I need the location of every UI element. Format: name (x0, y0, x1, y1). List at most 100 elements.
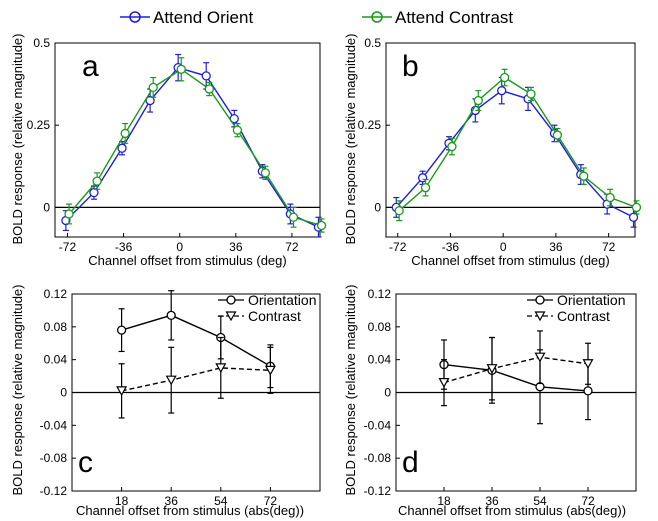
panel-a-ylabel: BOLD response (relative magnitude) (10, 34, 25, 245)
panel-a-xticks: -72 -36 0 36 72 (59, 233, 299, 254)
panel-a-xtick-label: 0 (176, 240, 183, 254)
panel-a-attend-contrast-point (64, 209, 74, 219)
panel-a-xtick-label: 36 (229, 240, 243, 254)
panel-a-plot (55, 53, 327, 238)
panel-c-ylabel: BOLD response (relative magnitude) (10, 285, 25, 496)
panel-c-ytick-label: 0.08 (44, 320, 68, 334)
panel-c-ytick-label: 0.12 (44, 287, 68, 301)
panel-c-ytick-label: 0 (60, 386, 67, 400)
panel-d-contrast-point (438, 378, 450, 388)
panel-c-legend-orientation-label: Orientation (248, 292, 316, 308)
panel-d-xtick-label: 72 (581, 494, 595, 508)
panel-d-ytick-label: -0.12 (364, 484, 392, 498)
panel-d-yticks: -0.12 -0.08 -0.04 0 0.04 0.08 0.12 (364, 287, 400, 498)
panel-b-attend-contrast-point (579, 171, 589, 181)
panel-a-attend-contrast-point (120, 128, 130, 139)
panel-a-attend-contrast-point (204, 84, 214, 94)
panel-d-xlabel: Channel offset from stimulus (abs(deg)) (398, 503, 626, 518)
panel-d-legend-orientation-label: Orientation (557, 292, 625, 308)
legend-item-attend-orient: Attend Orient (120, 8, 253, 27)
panel-c-legend-orientation-marker (226, 295, 236, 305)
panel-b-attend-contrast-point (631, 202, 642, 213)
panel-a-axes-frame (54, 42, 321, 238)
panel-c-ytick-label: -0.08 (40, 451, 68, 465)
panel-c-xtick-label: 36 (165, 494, 179, 508)
panel-a: BOLD response (relative magnitude) 0 0.25… (10, 34, 327, 268)
panel-d-ytick-label: 0.04 (368, 353, 392, 367)
panel-b-attend-contrast-point (605, 192, 615, 203)
panel-d-ytick-label: -0.08 (364, 451, 392, 465)
panel-d-orientation-point (583, 386, 593, 396)
panel-c-contrast-point (215, 363, 227, 374)
panel-d-xtick-label: 18 (437, 494, 451, 508)
panel-d-contrast-point (486, 364, 498, 374)
panel-a-attend-orient-line (65, 66, 319, 228)
panel-a-ytick-label: 0.25 (27, 118, 51, 132)
panel-c-contrast-point (116, 386, 128, 397)
panel-d-legend-contrast-label: Contrast (557, 308, 610, 324)
panel-c-ytick-label: -0.04 (40, 418, 68, 432)
panel-b-attend-contrast-point (420, 183, 431, 193)
panel-a-attend-orient-point (145, 95, 155, 106)
panel-d: BOLD response (relative magnitude) -0.12… (343, 285, 637, 518)
panel-d-plot (396, 330, 636, 425)
legend-item-attend-contrast: Attend Contrast (362, 8, 513, 27)
panel-c-legend-contrast-marker (225, 311, 237, 322)
panel-b-attend-orient-point (628, 212, 639, 222)
panel-c-xtick-label: 54 (214, 494, 228, 508)
panel-b-attend-contrast-point (526, 89, 536, 99)
top-legend: Attend Orient Attend Contrast (120, 8, 513, 27)
panel-c-ytick-label: 0.04 (44, 353, 68, 367)
panel-a-attend-contrast-point (148, 82, 158, 93)
panel-a-ytick-label: 0 (43, 200, 50, 214)
legend-marker-attend-orient (129, 11, 141, 23)
panel-a-attend-orient-point (201, 71, 211, 81)
panel-d-contrast-point (534, 352, 546, 363)
panel-a-attend-contrast-point (176, 64, 186, 74)
panel-a-attend-orient-point (89, 187, 99, 198)
panel-b-attend-contrast-point (394, 206, 404, 216)
panel-d-xtick-label: 36 (485, 494, 499, 508)
panel-a-attend-contrast-point (232, 125, 243, 135)
panel-b-xticks: -72 -36 0 36 72 (389, 233, 616, 254)
panel-d-orientation-line (443, 363, 589, 392)
panel-a-yticks: 0 0.25 0.5 (27, 36, 59, 214)
panel-d-letter: d (402, 446, 419, 479)
panel-b-xlabel: Channel offset from stimulus (deg) (411, 253, 609, 268)
panel-d-ytick-label: -0.04 (364, 418, 392, 432)
panel-d-xtick-label: 54 (533, 494, 547, 508)
panel-b-attend-contrast-point (552, 130, 563, 140)
panel-a-xtick-label: -36 (115, 240, 133, 254)
panel-a-attend-contrast-point (288, 212, 299, 222)
panel-a-attend-contrast-line (68, 68, 322, 227)
panel-c-orientation-point (116, 325, 127, 335)
panel-b-yticks: 0 0.25 0.5 (358, 36, 390, 214)
panel-c: BOLD response (relative magnitude) -0.12… (10, 285, 321, 518)
panel-c-yticks: -0.12 -0.08 -0.04 0 0.04 0.08 0.12 (40, 287, 76, 498)
panel-b-attend-contrast-point (447, 141, 457, 152)
panel-b-attend-contrast-line (398, 76, 637, 212)
legend-marker-attend-contrast (371, 11, 383, 23)
panel-b-axes-frame (385, 42, 636, 238)
panel-d-ylabel: BOLD response (relative magnitude) (343, 285, 358, 496)
panel-c-contrast-point (264, 365, 276, 376)
panel-c-xlabel: Channel offset from stimulus (abs(deg)) (76, 503, 304, 518)
panel-a-attend-contrast-point (92, 176, 102, 186)
panel-d-xticks: 18 36 54 72 (437, 487, 595, 508)
panel-c-plot (72, 290, 320, 419)
panel-c-legend-contrast-label: Contrast (248, 308, 301, 324)
panel-b-xtick-label: 36 (549, 240, 563, 254)
panel-b-ylabel: BOLD response (relative magnitude) (343, 34, 358, 245)
panel-d-legend-contrast-marker (534, 311, 546, 322)
panel-c-xtick-label: 72 (264, 494, 278, 508)
panel-b-xtick-label: -72 (389, 240, 407, 254)
panel-c-orientation-point (166, 310, 176, 320)
panel-b-attend-orient-line (395, 89, 634, 218)
panel-b-xtick-label: 0 (500, 240, 507, 254)
panel-b-attend-orient-point (497, 86, 507, 96)
panel-b-letter: b (402, 50, 419, 83)
panel-c-orientation-line (121, 314, 271, 367)
